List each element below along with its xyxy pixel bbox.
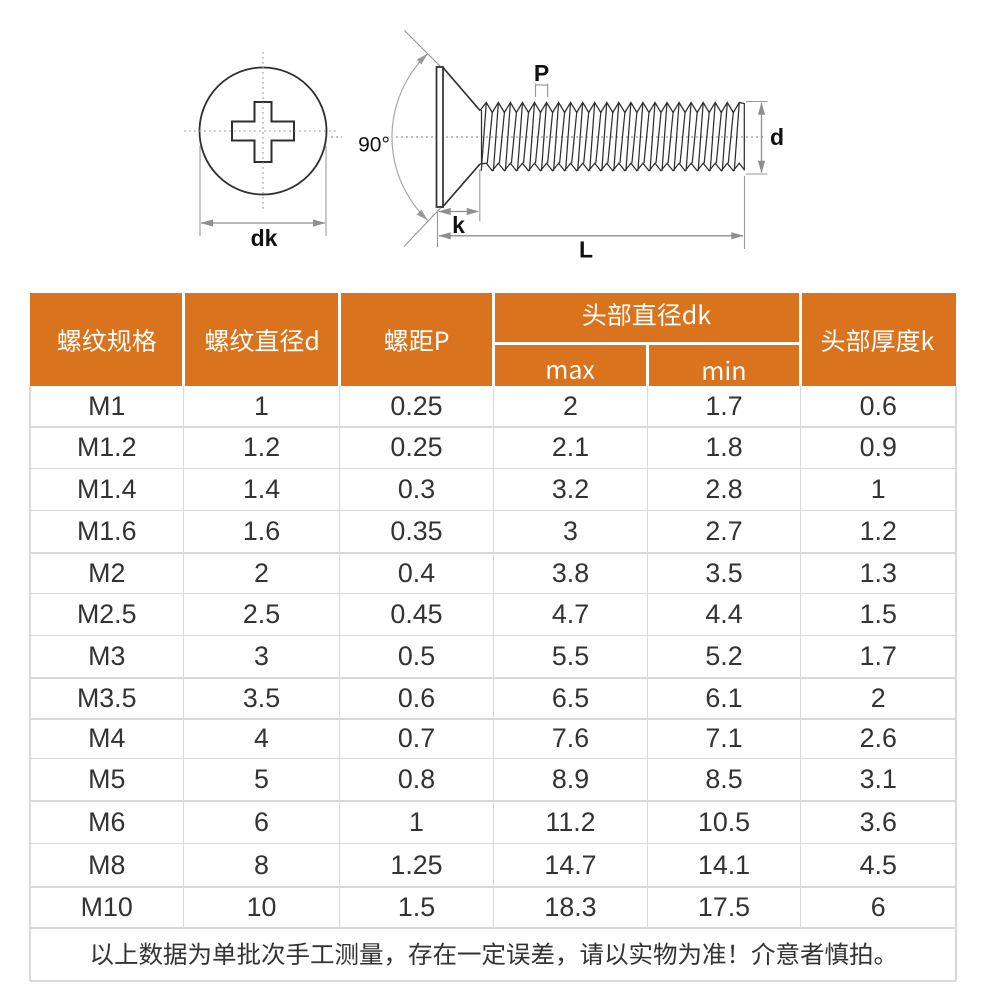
svg-text:dk: dk — [251, 225, 278, 251]
svg-text:90°: 90° — [358, 134, 390, 157]
svg-text:P: P — [534, 60, 549, 86]
svg-text:k: k — [452, 212, 465, 238]
svg-text:d: d — [770, 124, 784, 150]
svg-text:L: L — [579, 237, 593, 263]
